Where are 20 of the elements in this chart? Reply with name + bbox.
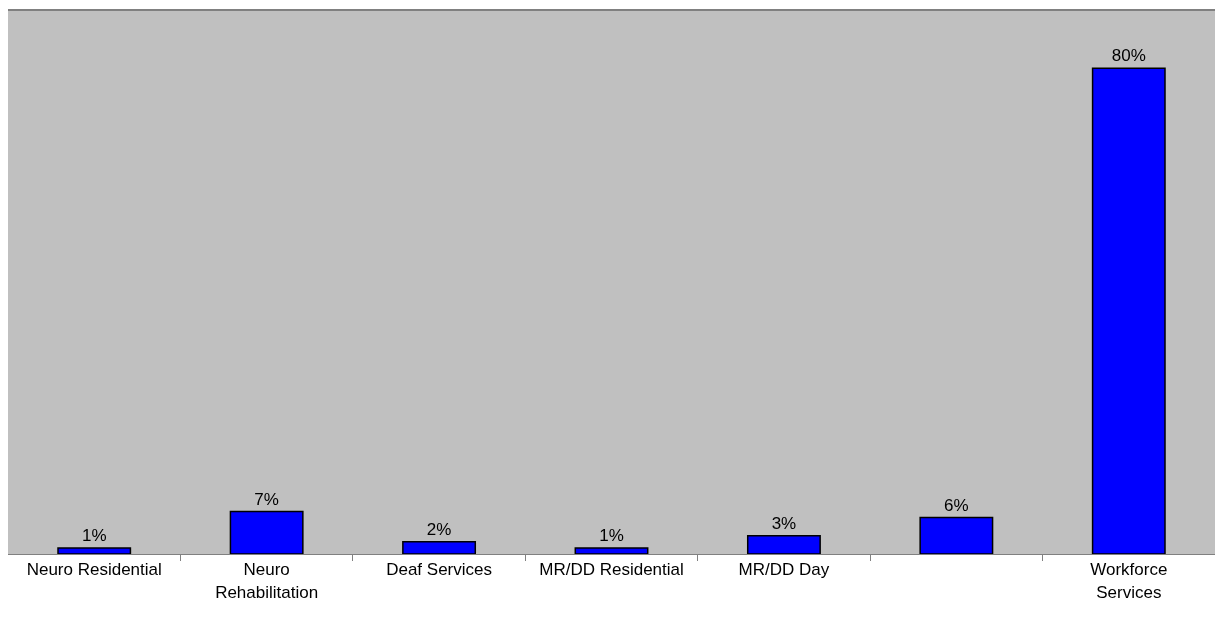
data-label: 3% [771, 513, 797, 533]
data-label: 2% [426, 519, 452, 539]
x-tick-label: Workforce Services [1090, 560, 1168, 602]
x-tick-label: MR/DD Residential [539, 560, 684, 580]
data-label: 1% [599, 525, 624, 545]
data-label: 80% [1111, 46, 1146, 66]
bar [57, 547, 132, 554]
bar [1091, 67, 1166, 554]
x-tick-label: MR/DD Day [738, 560, 830, 580]
x-tick-label: Deaf Services [386, 560, 492, 580]
data-label: 1% [81, 525, 107, 545]
data-label: 7% [254, 489, 279, 509]
bar [919, 516, 994, 554]
bar [402, 541, 477, 554]
x-tick-label: Neuro Residential [26, 560, 162, 580]
x-tick-label: Neuro Rehabilitation [215, 560, 319, 602]
bar [574, 547, 649, 554]
data-label: 6% [944, 495, 969, 515]
bar [229, 510, 304, 554]
bar [746, 535, 821, 554]
